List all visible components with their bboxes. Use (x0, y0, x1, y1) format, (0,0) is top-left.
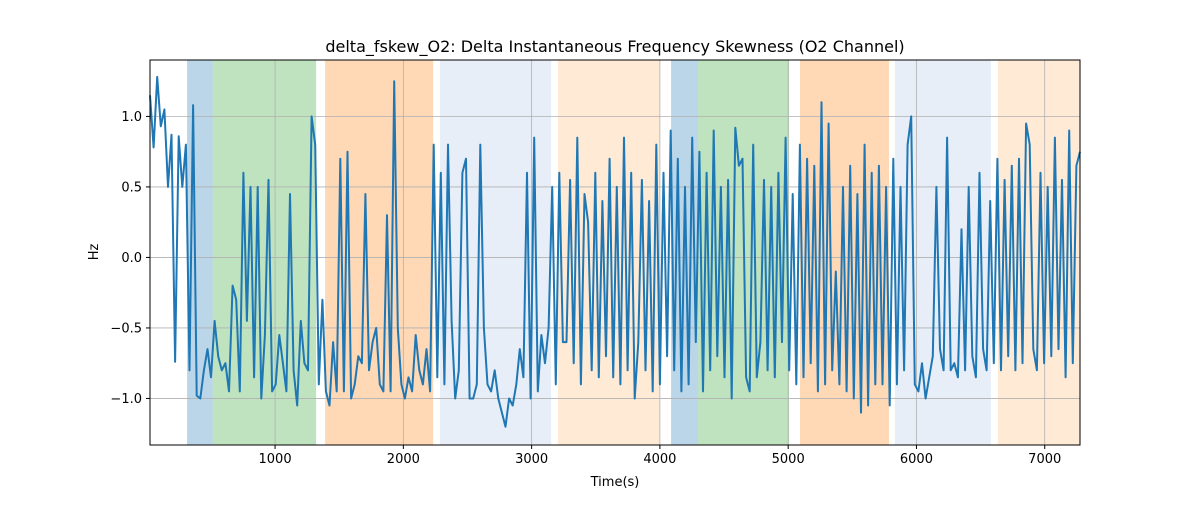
y-tick-label: −1.0 (110, 392, 142, 407)
x-tick-label: 2000 (387, 452, 420, 467)
shaded-span (894, 60, 991, 445)
x-tick-label: 6000 (900, 452, 933, 467)
chart-title: delta_fskew_O2: Delta Instantaneous Freq… (325, 37, 904, 57)
x-axis-label: Time(s) (590, 475, 640, 490)
y-tick-label: −0.5 (110, 321, 142, 336)
y-tick-label: 0.5 (121, 180, 142, 195)
y-axis-label: Hz (87, 244, 102, 261)
y-tick-label: 0.0 (121, 251, 142, 266)
x-tick-label: 3000 (515, 452, 548, 467)
x-tick-label: 5000 (772, 452, 805, 467)
series-line (149, 75, 1081, 428)
shaded-span (558, 60, 661, 445)
x-tick-label: 7000 (1028, 452, 1061, 467)
plot-frame (149, 59, 1081, 446)
x-tick-label: 1000 (259, 452, 292, 467)
y-tick-label: 1.0 (121, 110, 142, 125)
x-tick-label: 4000 (643, 452, 676, 467)
